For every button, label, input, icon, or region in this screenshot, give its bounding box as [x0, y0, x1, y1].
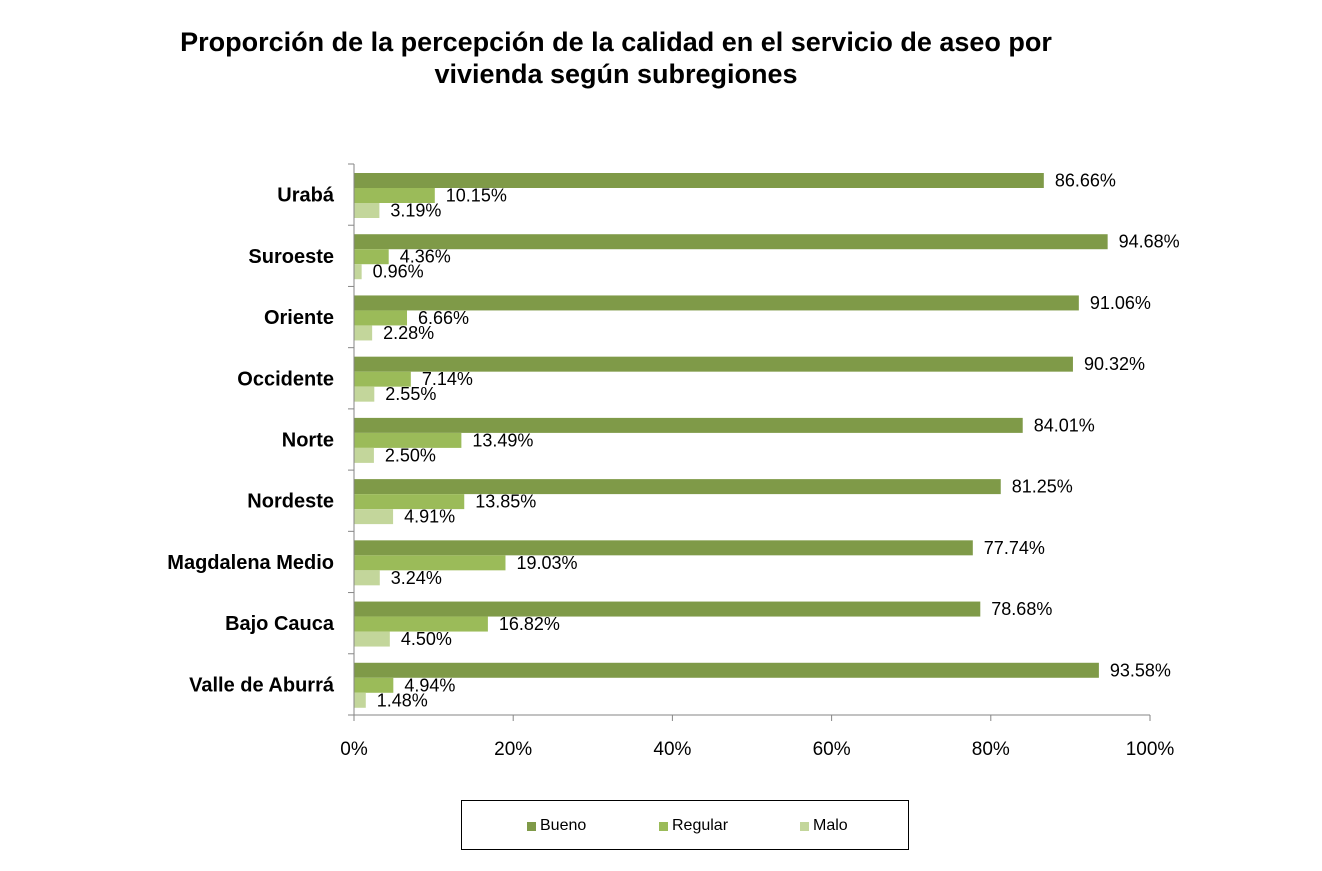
bar-bueno-suroeste — [354, 234, 1108, 250]
x-tick-label: 60% — [813, 739, 851, 760]
bar-malo-suroeste — [354, 264, 362, 280]
data-label-bueno-nordeste: 81.25% — [1012, 477, 1073, 497]
data-label-malo-suroeste: 0.96% — [373, 262, 424, 282]
bar-malo-bajo-cauca — [354, 631, 390, 647]
chart-title-line-1: Proporción de la percepción de la calida… — [180, 27, 1052, 57]
bar-bueno-uraba — [354, 173, 1044, 188]
data-label-bueno-oriente: 91.06% — [1090, 293, 1151, 313]
data-label-bueno-suroeste: 94.68% — [1119, 232, 1180, 252]
bar-malo-magdalena-medio — [354, 570, 380, 586]
category-label-nordeste: Nordeste — [247, 491, 334, 513]
chart-title: Proporción de la percepción de la calida… — [0, 26, 1232, 90]
bar-regular-bajo-cauca — [354, 616, 488, 632]
legend-label-malo: Malo — [813, 817, 848, 834]
bar-regular-occidente — [354, 371, 411, 387]
chart-title-line-2: vivienda según subregiones — [434, 59, 798, 89]
x-tick-label: 20% — [494, 739, 532, 760]
bar-regular-suroeste — [354, 249, 389, 265]
x-tick-label: 40% — [653, 739, 691, 760]
bar-regular-uraba — [354, 188, 435, 203]
data-label-malo-magdalena-medio: 3.24% — [391, 568, 442, 588]
bars-layer — [354, 173, 1108, 708]
data-label-regular-uraba: 10.15% — [446, 186, 507, 206]
data-label-regular-magdalena-medio: 19.03% — [516, 553, 577, 573]
bar-bueno-oriente — [354, 295, 1079, 311]
data-label-bueno-magdalena-medio: 77.74% — [984, 538, 1045, 558]
data-label-malo-norte: 2.50% — [385, 445, 436, 465]
bar-malo-occidente — [354, 386, 375, 402]
bar-regular-magdalena-medio — [354, 555, 506, 571]
x-tick-label: 0% — [340, 739, 368, 760]
data-label-bueno-bajo-cauca: 78.68% — [991, 599, 1052, 619]
bar-bueno-magdalena-medio — [354, 540, 973, 556]
data-label-bueno-valle-de-aburra: 93.58% — [1110, 660, 1171, 680]
category-label-bajo-cauca: Bajo Cauca — [225, 613, 335, 635]
data-label-malo-valle-de-aburra: 1.48% — [377, 690, 428, 710]
x-tick-label: 80% — [972, 739, 1010, 760]
data-label-regular-bajo-cauca: 16.82% — [499, 614, 560, 634]
bar-regular-nordeste — [354, 494, 465, 510]
data-label-bueno-uraba: 86.66% — [1055, 171, 1116, 191]
bar-regular-valle-de-aburra — [354, 677, 394, 693]
legend-label-regular: Regular — [672, 817, 729, 834]
bar-malo-norte — [354, 447, 374, 463]
bar-regular-norte — [354, 432, 462, 448]
data-label-regular-occidente: 7.14% — [422, 369, 473, 389]
category-label-norte: Norte — [282, 430, 334, 452]
bar-bueno-valle-de-aburra — [354, 662, 1099, 678]
category-label-valle-de-aburra: Valle de Aburrá — [189, 674, 335, 696]
bar-regular-oriente — [354, 310, 408, 326]
bar-bueno-nordeste — [354, 479, 1001, 495]
bar-bueno-norte — [354, 417, 1023, 433]
data-label-regular-valle-de-aburra: 4.94% — [404, 675, 455, 695]
category-label-magdalena-medio: Magdalena Medio — [167, 552, 334, 574]
bar-malo-nordeste — [354, 509, 394, 525]
data-label-malo-nordeste: 4.91% — [404, 507, 455, 527]
legend: Bueno Regular Malo — [461, 800, 909, 850]
category-label-uraba: Urabá — [277, 185, 335, 207]
data-label-malo-bajo-cauca: 4.50% — [401, 629, 452, 649]
legend-swatch-regular — [659, 822, 668, 831]
category-label-oriente: Oriente — [264, 307, 334, 329]
data-label-malo-uraba: 3.19% — [390, 201, 441, 221]
legend-swatch-bueno — [527, 822, 536, 831]
data-label-regular-norte: 13.49% — [472, 430, 533, 450]
labels-layer: Urabá 86.66% 10.15%3.19% Suroeste 94.68% 4.36… — [167, 171, 1179, 761]
x-tick-label: 100% — [1126, 739, 1175, 760]
bar-malo-valle-de-aburra — [354, 692, 366, 708]
category-label-suroeste: Suroeste — [248, 246, 334, 268]
bar-bueno-bajo-cauca — [354, 601, 981, 617]
data-label-malo-occidente: 2.55% — [385, 384, 436, 404]
data-label-regular-oriente: 6.66% — [418, 308, 469, 328]
data-label-regular-suroeste: 4.36% — [400, 247, 451, 267]
legend-label-bueno: Bueno — [540, 817, 587, 834]
category-label-occidente: Occidente — [237, 368, 334, 390]
bar-malo-uraba — [354, 203, 380, 218]
data-label-malo-oriente: 2.28% — [383, 323, 434, 343]
bar-bueno-occidente — [354, 356, 1073, 372]
data-label-bueno-occidente: 90.32% — [1084, 354, 1145, 374]
bar-malo-oriente — [354, 325, 373, 341]
axis-layer — [348, 163, 1151, 721]
legend-swatch-malo — [800, 822, 809, 831]
data-label-bueno-norte: 84.01% — [1034, 415, 1095, 435]
data-label-regular-nordeste: 13.85% — [475, 492, 536, 512]
